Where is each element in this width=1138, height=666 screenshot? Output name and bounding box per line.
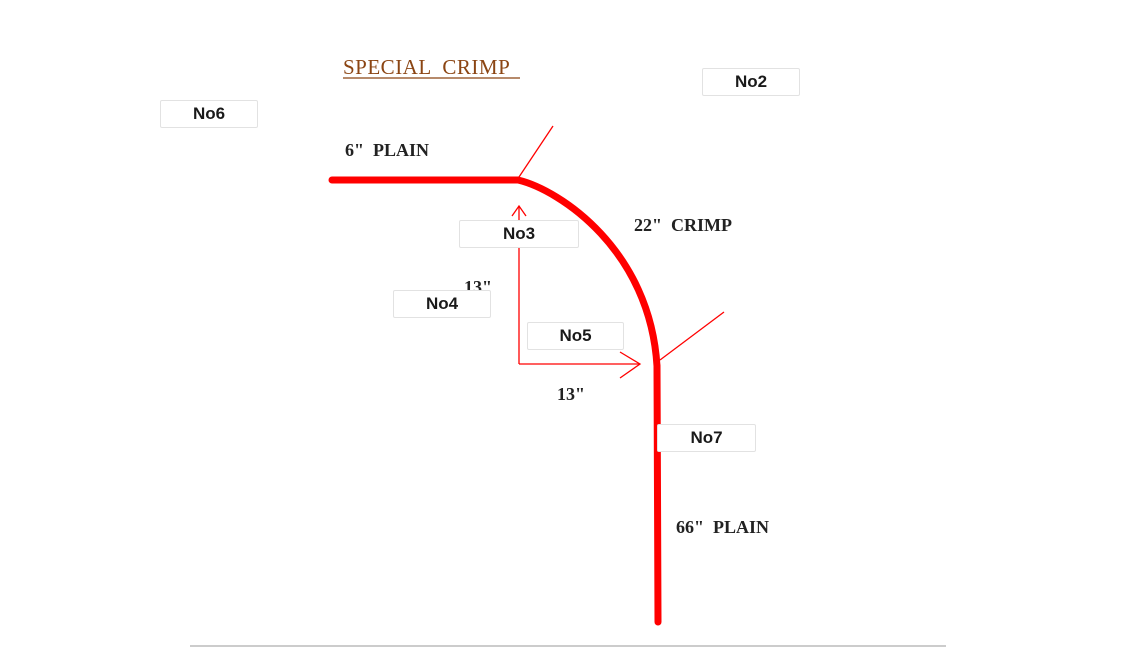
callout-no7[interactable]: No7 xyxy=(657,424,756,452)
bend-start-marker xyxy=(516,125,554,181)
callout-no5[interactable]: No5 xyxy=(527,322,624,350)
callout-no3[interactable]: No3 xyxy=(459,220,579,248)
callout-no4[interactable]: No4 xyxy=(393,290,491,318)
crimp-length-label: 22" CRIMP xyxy=(634,215,732,235)
horizontal-dimension-label: 13" xyxy=(557,384,585,404)
diagram-title: SPECIAL CRIMP xyxy=(343,55,510,79)
pipe-crimp-bend xyxy=(514,176,661,370)
top-plain-label: 6" PLAIN xyxy=(345,140,429,160)
callout-no6[interactable]: No6 xyxy=(160,100,258,128)
callout-no2[interactable]: No2 xyxy=(702,68,800,96)
vertical-dimension-arrowhead xyxy=(511,204,527,217)
pipe-vertical-segment xyxy=(653,362,662,626)
bottom-plain-label: 66" PLAIN xyxy=(676,517,769,537)
bend-end-marker xyxy=(659,311,725,361)
horizontal-dimension-arrowhead xyxy=(619,351,642,379)
